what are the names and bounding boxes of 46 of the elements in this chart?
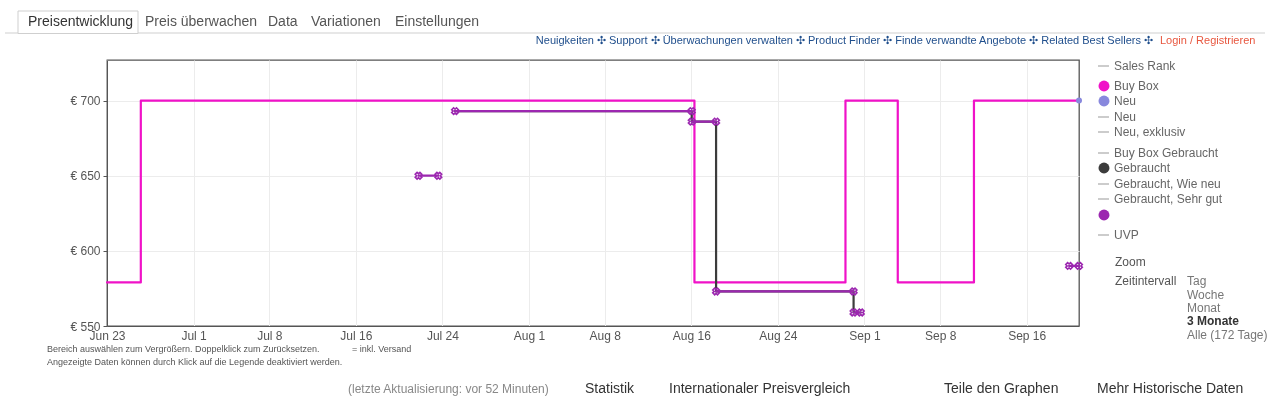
text: (letzte Aktualisierung: vor 52 Minuten) [348, 382, 549, 396]
text: Login / Registrieren [1160, 34, 1256, 46]
text: Neuigkeiten ✣ Support ✣ Überwachungen verwalten ✣ Product Finder ✣ Finde verwandte Angebote ✣ Related Best Sellers ✣ [535, 34, 1153, 46]
text: Monat [1187, 301, 1222, 315]
text: Teile den Graphen [944, 380, 1059, 396]
legend-label: Gebraucht, Sehr gut [1114, 192, 1223, 206]
x-tick-label: Sep 8 [924, 328, 957, 343]
text: Woche [1187, 288, 1225, 302]
text: Bereich auswählen zum Vergrößern. Doppelklick zum Zurücksetzen. [47, 344, 320, 354]
x-tick-label: Sep 16 [1008, 328, 1047, 343]
legend-label: Gebraucht, Wie neu [1114, 177, 1221, 191]
text: = inkl. Versand [352, 344, 412, 354]
text: Zoom [1115, 255, 1146, 269]
x-tick-label: Aug 24 [759, 328, 798, 343]
text: Statistik [585, 380, 636, 396]
text: Data [268, 13, 298, 29]
y-tick-label: € 600 [70, 244, 101, 259]
text: Mehr Historische Daten [1097, 380, 1244, 396]
text: Preis überwachen [145, 13, 258, 29]
x-tick-label: Jul 16 [340, 328, 373, 343]
text: 3 Monate [1187, 314, 1240, 328]
text: Tag [1187, 274, 1207, 288]
legend-label: Neu, exklusiv [1114, 125, 1186, 139]
legend-label: UVP [1114, 228, 1139, 242]
legend-label: Gebraucht [1114, 161, 1171, 175]
y-tick-label: € 650 [70, 169, 101, 184]
x-tick-label: Aug 1 [513, 328, 546, 343]
text: Preisentwicklung [28, 13, 134, 29]
legend-label: Buy Box [1114, 79, 1159, 93]
text: Alle (172 Tage) [1187, 328, 1268, 342]
x-tick-label: Jul 24 [426, 328, 460, 343]
x-tick-label: Jul 1 [181, 328, 208, 343]
legend-label: Buy Box Gebraucht [1114, 146, 1219, 160]
legend-label: Neu [1114, 94, 1137, 108]
legend-label: Neu [1114, 110, 1137, 124]
x-tick-label: Aug 8 [589, 328, 622, 343]
text: Zeitintervall [1115, 274, 1177, 288]
text: Variationen [311, 13, 381, 29]
x-tick-label: Aug 16 [672, 328, 712, 343]
text: Angezeigte Daten können durch Klick auf die Legende deaktiviert werden. [47, 357, 343, 367]
text: Internationaler Preisvergleich [669, 380, 851, 396]
x-tick-label: Jul 8 [257, 328, 283, 343]
legend-label: Sales Rank [1114, 59, 1177, 73]
x-tick-label: Sep 1 [849, 328, 881, 343]
y-tick-label: € 700 [70, 94, 101, 109]
text: Einstellungen [395, 13, 480, 29]
